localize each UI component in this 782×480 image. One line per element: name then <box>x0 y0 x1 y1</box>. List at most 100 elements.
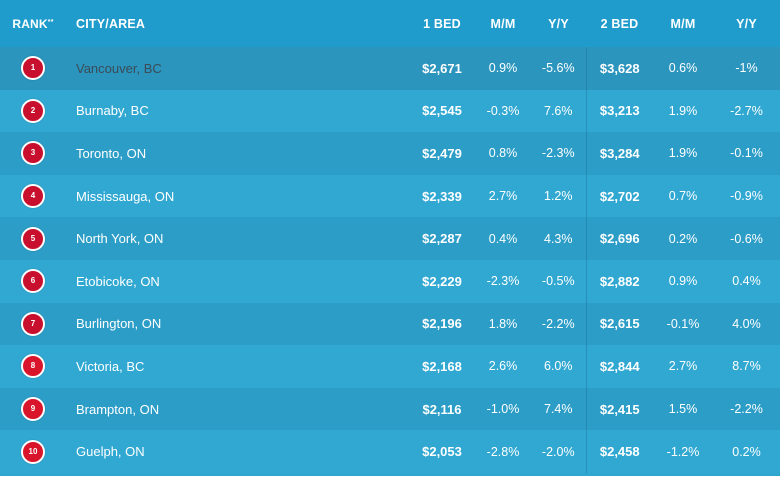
header-rank: RANK** <box>12 16 54 31</box>
cell-2bed-mm: 0.9% <box>668 274 698 289</box>
rank-badge: 10 <box>21 439 45 464</box>
cell-2bed-price: $2,702 <box>585 174 653 218</box>
cell-rank: 10 <box>0 430 66 473</box>
cell-2bed-price: $2,415 <box>585 387 653 431</box>
table-row: 2 Burnaby, BC $2,545 -0.3% 7.6% $3,213 1.9% -2.… <box>0 89 780 133</box>
cell-1bed-price: $2,287 <box>422 231 462 247</box>
cell-2bed-yy: 8.7% <box>732 359 761 374</box>
cell-rank: 2 <box>0 90 66 133</box>
cell-1bed-yy: 6.0% <box>544 359 573 374</box>
cell-2bed-mm: 0.6% <box>668 61 698 76</box>
header-1bed-yy: Y/Y <box>548 16 569 31</box>
cell-2bed-mm: 1.9% <box>668 103 698 118</box>
cell-2bed-price: $3,628 <box>585 47 653 90</box>
cell-city: Mississauga, ON <box>76 188 175 204</box>
table-row: 6 Etobicoke, ON $2,229 -2.3% -0.5% $2,882 0.9%… <box>0 259 780 303</box>
cell-1bed-price: $2,116 <box>422 401 462 417</box>
cell-2bed-price: $2,615 <box>585 302 653 346</box>
cell-rank: 1 <box>0 47 66 90</box>
cell-1bed-price: $2,229 <box>422 273 462 289</box>
table-row: 4 Mississauga, ON $2,339 2.7% 1.2% $2,702 0.7%… <box>0 174 780 218</box>
table-row: 8 Victoria, BC $2,168 2.6% 6.0% $2,844 2.7% 8.7… <box>0 345 780 388</box>
cell-1bed-mm: 1.8% <box>488 316 518 331</box>
cell-1bed-yy: -0.5% <box>541 274 575 289</box>
rank-badge: 1 <box>21 56 45 81</box>
cell-2bed-price: $2,696 <box>585 217 653 260</box>
cell-2bed-yy: 0.2% <box>732 444 761 459</box>
table-row: 1 Vancouver, BC $2,671 0.9% -5.6% $3,628 0.6% -… <box>0 47 780 90</box>
cell-2bed-mm: 0.2% <box>668 231 698 246</box>
header-2bed-mm: M/M <box>670 16 696 31</box>
header-1bed-mm: M/M <box>490 16 516 31</box>
header-city: CITY/AREA <box>76 16 146 31</box>
header-1bed: 1 BED <box>423 16 461 31</box>
cell-2bed-mm: 1.9% <box>668 146 698 161</box>
cell-rank: 9 <box>0 388 66 431</box>
cell-city: Burlington, ON <box>76 316 162 332</box>
cell-rank: 7 <box>0 303 66 346</box>
cell-city: Guelph, ON <box>76 444 145 460</box>
cell-1bed-yy: 7.4% <box>544 402 573 417</box>
cell-2bed-mm: 1.5% <box>668 402 698 417</box>
rank-badge: 6 <box>21 269 45 294</box>
cell-1bed-mm: -1.0% <box>486 402 520 417</box>
cell-city: Toronto, ON <box>76 145 147 161</box>
cell-2bed-price: $2,458 <box>585 430 653 473</box>
cell-1bed-yy: 1.2% <box>544 189 573 204</box>
cell-2bed-mm: -0.1% <box>666 316 700 331</box>
cell-1bed-yy: 7.6% <box>544 103 573 118</box>
cell-2bed-mm: 2.7% <box>668 359 698 374</box>
table-row: 9 Brampton, ON $2,116 -1.0% 7.4% $2,415 1.5% -2… <box>0 387 780 431</box>
cell-2bed-price: $2,844 <box>585 345 653 388</box>
rank-badge: 7 <box>21 311 45 336</box>
cell-1bed-mm: 0.8% <box>488 146 518 161</box>
cell-1bed-mm: 0.9% <box>488 61 518 76</box>
cell-1bed-mm: 0.4% <box>488 231 518 246</box>
rank-badge: 3 <box>21 141 45 166</box>
cell-city: North York, ON <box>76 231 164 247</box>
cell-2bed-yy: -2.2% <box>730 402 763 417</box>
cell-city: Burnaby, BC <box>76 103 149 119</box>
cell-2bed-yy: 0.4% <box>732 274 761 289</box>
cell-1bed-yy: -2.3% <box>541 146 575 161</box>
cell-1bed-price: $2,168 <box>422 358 462 374</box>
cell-2bed-mm: -1.2% <box>666 444 700 459</box>
rank-badge: 2 <box>21 98 45 123</box>
cell-2bed-price: $2,882 <box>585 259 653 303</box>
cell-2bed-price: $3,284 <box>585 132 653 175</box>
cell-1bed-mm: 2.7% <box>488 189 518 204</box>
cell-rank: 5 <box>0 217 66 260</box>
rank-badge: 5 <box>21 226 45 251</box>
header-2bed: 2 BED <box>600 16 639 31</box>
cell-1bed-yy: -2.2% <box>541 316 575 331</box>
cell-rank: 6 <box>0 260 66 303</box>
cell-2bed-price: $3,213 <box>585 89 653 133</box>
cell-2bed-mm: 0.7% <box>668 189 698 204</box>
cell-1bed-price: $2,339 <box>422 188 462 204</box>
cell-1bed-yy: -2.0% <box>541 444 575 459</box>
cell-2bed-yy: -1% <box>735 61 758 76</box>
cell-1bed-price: $2,053 <box>422 444 462 460</box>
table-row: 10 Guelph, ON $2,053 -2.8% -2.0% $2,458 -1.2% 0… <box>0 430 780 473</box>
cell-1bed-mm: 2.6% <box>488 359 518 374</box>
cell-1bed-price: $2,671 <box>422 60 462 76</box>
cell-1bed-mm: -2.8% <box>486 444 520 459</box>
table-row: 5 North York, ON $2,287 0.4% 4.3% $2,696 0.2% -… <box>0 217 780 260</box>
cell-2bed-yy: -2.7% <box>730 103 763 118</box>
cell-1bed-price: $2,545 <box>422 103 462 119</box>
cell-rank: 8 <box>0 345 66 388</box>
rank-badge: 9 <box>21 397 45 422</box>
cell-city: Victoria, BC <box>76 358 145 374</box>
cell-2bed-yy: 4.0% <box>732 316 761 331</box>
cell-1bed-mm: -2.3% <box>486 274 520 289</box>
rank-badge: 8 <box>21 354 45 379</box>
cell-1bed-price: $2,196 <box>422 316 462 332</box>
cell-1bed-price: $2,479 <box>422 145 462 161</box>
cell-city: Brampton, ON <box>76 401 160 417</box>
cell-2bed-yy: -0.6% <box>730 231 763 246</box>
rank-badge: 4 <box>21 184 45 209</box>
table-header-row: RANK** CITY/AREA 1 BED M/M Y/Y 2 BED M/M… <box>0 0 780 47</box>
cell-city: Vancouver, BC <box>76 60 162 76</box>
cell-1bed-mm: -0.3% <box>486 103 520 118</box>
